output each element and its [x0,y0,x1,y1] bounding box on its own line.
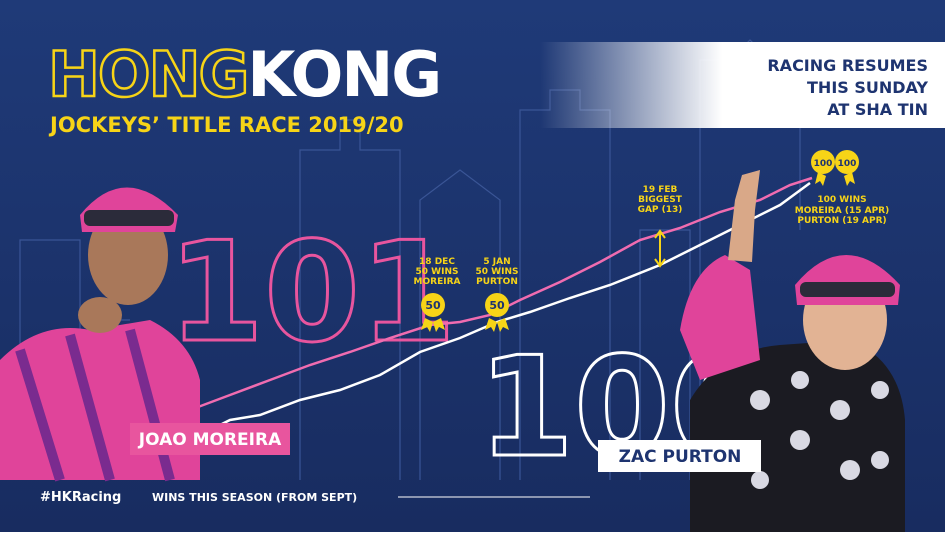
milestone-line: 50 WINS [476,267,519,277]
title: HONGKONG [48,38,440,111]
subtitle: JOCKEYS’ TITLE RACE 2019/20 [48,113,404,137]
gap-arrow [654,229,666,268]
milestone-line: 5 JAN [483,257,510,267]
badge-label: 100 [838,159,857,169]
milestone-line: 18 DEC [419,257,455,267]
milestone-line: GAP (13) [638,205,683,215]
purton-label-box [598,440,761,472]
big-number: 101 [168,212,456,373]
milestone-line: MOREIRA (15 APR) [795,206,889,216]
badge-label: 50 [425,299,441,312]
milestone-line: MOREIRA [414,277,461,287]
title-solid: KONG [247,38,440,111]
milestone-line: 50 WINS [416,267,459,277]
milestone-line: 100 WINS [817,195,866,205]
badges [421,150,859,332]
caption: WINS THIS SEASON (FROM SEPT) [152,491,357,504]
jockey-name: ZAC PURTON [619,447,742,467]
badge-label: 50 [489,299,505,312]
purton-figure [680,170,905,532]
banner [540,42,945,128]
banner-line: RACING RESUMES [767,56,928,75]
milestone-line: PURTON [476,277,518,287]
banner-text: RACING RESUMES THIS SUNDAY AT SHA TIN [767,56,928,119]
badge-text: 50 50 100 100 [425,159,856,312]
title-outline: HONG [48,38,247,111]
banner-line: AT SHA TIN [827,100,928,119]
milestone-text: 18 DEC 50 WINS MOREIRA 5 JAN 50 WINS PUR… [414,185,890,287]
hashtag: #HKRacing [40,490,121,505]
banner-line: THIS SUNDAY [807,78,928,97]
moreira-label-box [130,423,290,455]
badge-label: 100 [814,159,833,169]
milestone-line: 19 FEB [643,185,678,195]
jockey-name: JOAO MOREIRA [138,430,282,450]
milestone-line: BIGGEST [638,195,683,205]
milestone-line: PURTON (19 APR) [797,216,886,226]
